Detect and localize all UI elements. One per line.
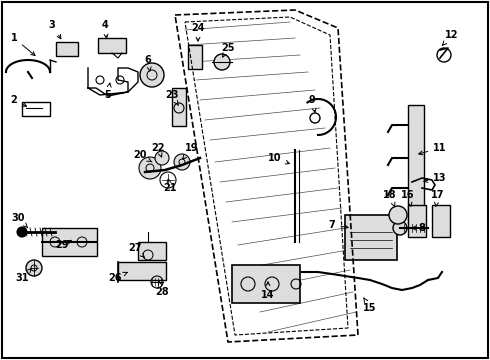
FancyBboxPatch shape [42,228,97,256]
Text: 30: 30 [11,213,28,228]
Text: 20: 20 [133,150,152,162]
Text: 28: 28 [155,282,169,297]
Text: 1: 1 [11,33,35,55]
Text: 31: 31 [15,268,32,283]
Bar [172,88,186,126]
Text: 11: 11 [419,143,447,155]
Text: 26: 26 [108,272,127,283]
Bar [118,262,166,280]
FancyBboxPatch shape [345,215,397,260]
Text: 21: 21 [163,179,177,193]
Text: 12: 12 [442,30,459,45]
Text: 6: 6 [145,55,151,71]
Bar [138,242,166,260]
Bar [22,102,50,116]
Text: 25: 25 [221,43,235,57]
Circle shape [140,63,164,87]
Circle shape [26,260,42,276]
Bar [432,205,450,237]
Text: 19: 19 [183,143,199,159]
Text: 27: 27 [128,243,145,258]
Text: 16: 16 [401,190,415,206]
Text: 4: 4 [101,20,108,38]
Text: 18: 18 [383,190,397,206]
Text: 10: 10 [268,153,290,164]
Circle shape [310,113,320,123]
FancyBboxPatch shape [56,42,78,56]
Circle shape [174,154,190,170]
Circle shape [389,206,407,224]
Text: 15: 15 [363,298,377,313]
Text: 22: 22 [151,143,165,157]
Circle shape [214,54,230,70]
Text: 24: 24 [191,23,205,41]
Text: 9: 9 [309,95,316,112]
FancyBboxPatch shape [232,265,300,303]
Circle shape [17,227,27,237]
Text: 8: 8 [412,223,425,233]
Circle shape [155,151,169,165]
Text: 2: 2 [11,95,26,106]
Circle shape [393,221,407,235]
Bar [408,205,426,237]
Text: 14: 14 [261,282,275,300]
Circle shape [139,157,161,179]
Bar [408,105,424,223]
Text: 5: 5 [105,83,111,100]
Text: 17: 17 [431,190,445,206]
Text: 7: 7 [329,220,348,230]
FancyBboxPatch shape [98,38,126,53]
Text: 3: 3 [49,20,61,39]
Text: 23: 23 [165,90,179,105]
Text: 13: 13 [424,173,447,183]
Text: 29: 29 [55,240,72,250]
Bar [188,45,202,69]
